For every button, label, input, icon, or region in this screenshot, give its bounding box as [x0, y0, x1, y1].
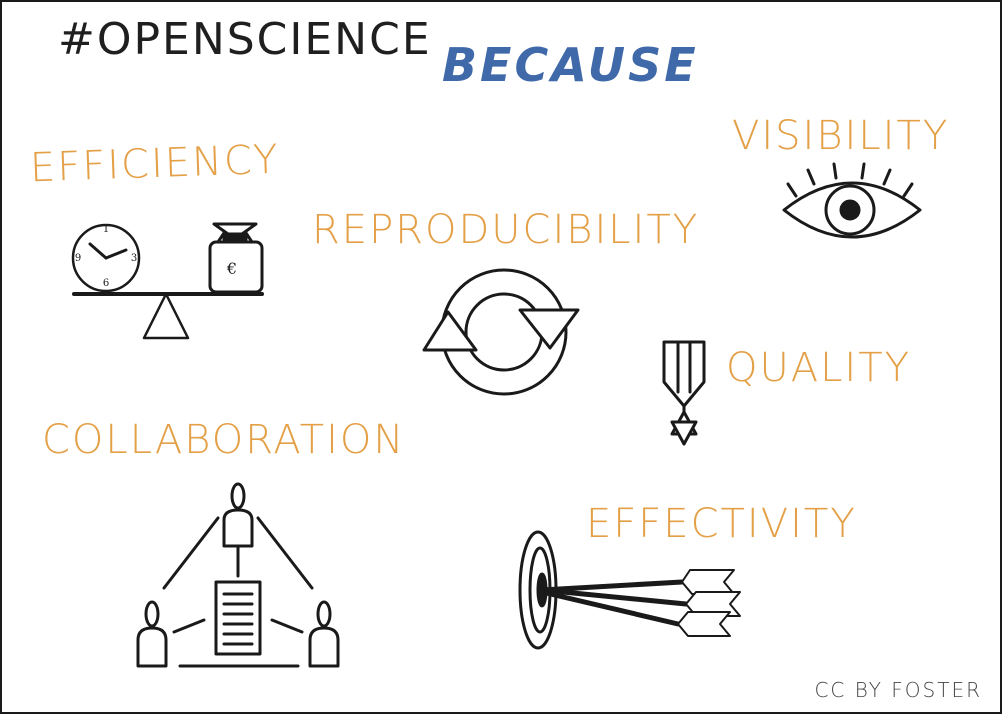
- currency-symbol: €: [226, 259, 237, 278]
- network-people-icon: [136, 482, 340, 668]
- clock-numeral-3: 3: [131, 253, 137, 264]
- label-effectivity: EFFECTIVITY: [586, 501, 857, 547]
- clock-numeral-9: 9: [75, 253, 81, 264]
- scale-clock-money-icon: 1 3 6 9 €: [71, 222, 264, 340]
- clock-numeral-12: 1: [103, 224, 109, 235]
- medal-icon: [662, 340, 706, 446]
- credit-line: CC BY FOSTER: [814, 678, 982, 702]
- cycle-arrows-icon: [422, 268, 580, 396]
- clock-numeral-6: 6: [103, 278, 109, 289]
- eye-icon: [782, 162, 922, 239]
- label-visibility: VISIBILITY: [732, 113, 950, 159]
- title-hashtag: #OPENSCIENCE: [58, 14, 432, 65]
- label-efficiency: EFFICIENCY: [29, 136, 281, 192]
- label-quality: QUALITY: [726, 345, 912, 391]
- label-reproducibility: REPRODUCIBILITY: [312, 207, 700, 253]
- target-arrows-icon: [518, 530, 741, 650]
- label-collaboration: COLLABORATION: [42, 417, 406, 463]
- title-because: BECAUSE: [442, 38, 699, 92]
